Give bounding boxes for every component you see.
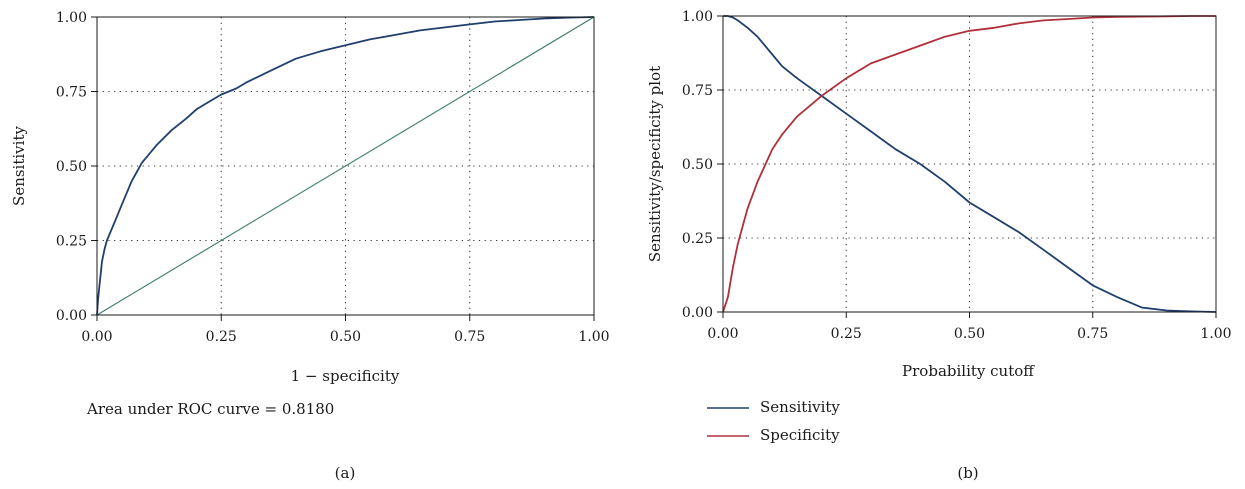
panel-b-grid: [723, 16, 1216, 312]
legend-label-sensitivity: Sensitivity: [760, 398, 840, 416]
series-line-roc: [96, 16, 595, 316]
panel-a-roc-plot: 0.00 0.25 0.50 0.75 1.00 0.00 0.25 0.50 0.75 1.00…: [10, 10, 610, 482]
panel-b-x-tick-label: 0.00: [707, 326, 738, 342]
panel-a-ticks: 0.00 0.25 0.50 0.75 1.00 0.00 0.25 0.50 0.75 1.00: [56, 10, 610, 345]
panel-a-x-axis-title: 1 − specificity: [291, 367, 400, 385]
series-line-specificity: [722, 15, 1216, 313]
panel-a-y-tick-label: 0.75: [56, 85, 87, 101]
panel-a-x-tick-label: 0.00: [81, 329, 112, 345]
panel-b-y-tick-label: 1.00: [682, 9, 713, 25]
panel-b-y-tick-label: 0.00: [682, 305, 713, 321]
panel-b-x-tick-label: 0.50: [954, 326, 985, 342]
panel-a-y-tick-label: 0.00: [56, 308, 87, 324]
panel-b-x-axis-title: Probability cutoff: [902, 362, 1035, 380]
panel-a-lines: [96, 16, 595, 316]
panel-b-lines: [722, 15, 1217, 313]
panel-b-legend: Sensitivity Specificity: [707, 398, 840, 444]
panel-b-caption: (b): [957, 464, 978, 482]
series-line-reference: [96, 16, 595, 316]
panel-b-y-tick-label: 0.75: [682, 83, 713, 99]
legend-label-specificity: Specificity: [760, 426, 840, 444]
panel-a-y-tick-label: 0.50: [56, 159, 87, 175]
panel-a-x-tick-label: 0.25: [206, 329, 237, 345]
panel-b-x-tick-label: 0.25: [831, 326, 862, 342]
panel-b-ticks: 0.00 0.25 0.50 0.75 1.00 0.00 0.25 0.50 0.75 1.00: [682, 9, 1232, 342]
panel-b-x-tick-label: 0.75: [1077, 326, 1108, 342]
panel-b-x-tick-label: 1.00: [1200, 326, 1231, 342]
panel-a-y-tick-label: 1.00: [56, 10, 87, 26]
panel-a-y-tick-label: 0.25: [56, 234, 87, 250]
panel-a-y-axis-title: Sensitivity: [10, 126, 28, 206]
panel-b-y-tick-label: 0.50: [682, 157, 713, 173]
panel-b-y-axis-title: Sensitivity/specificity plot: [646, 66, 664, 262]
panel-a-caption: (a): [335, 464, 356, 482]
panel-a-x-tick-label: 1.00: [578, 329, 609, 345]
panel-b-y-tick-label: 0.25: [682, 231, 713, 247]
auc-annotation: Area under ROC curve = 0.8180: [86, 400, 334, 418]
panel-a-x-tick-label: 0.75: [454, 329, 485, 345]
panel-a-x-tick-label: 0.50: [330, 329, 361, 345]
panel-b-sensitivity-specificity-plot: 0.00 0.25 0.50 0.75 1.00 0.00 0.25 0.50 0.75 1.00…: [646, 9, 1232, 482]
series-line-sensitivity: [723, 15, 1217, 313]
